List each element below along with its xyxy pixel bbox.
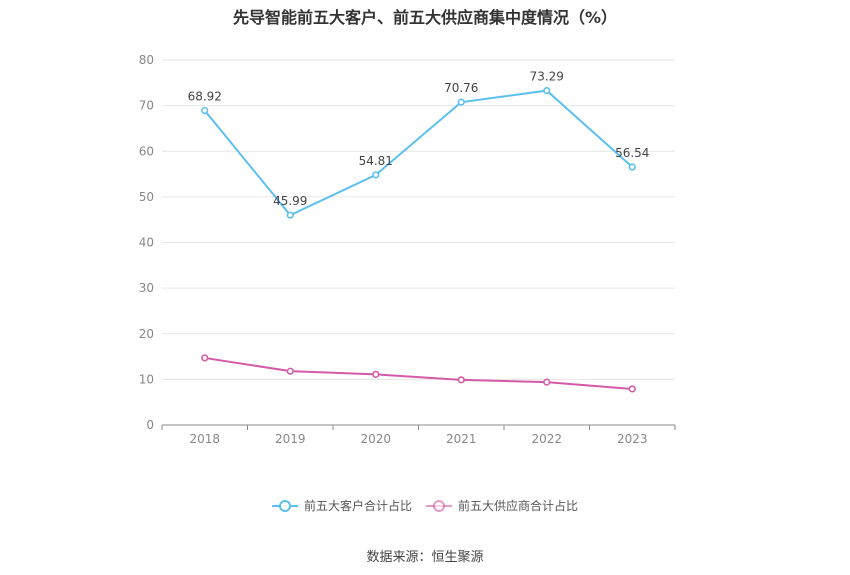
data-point-customers [372, 171, 380, 179]
data-point-suppliers [457, 376, 465, 384]
legend-label-customers: 前五大客户合计占比 [303, 499, 412, 513]
legend-item-suppliers[interactable]: 前五大供应商合计占比 [426, 497, 578, 514]
data-point-suppliers [286, 367, 294, 375]
y-tick-label: 20 [139, 327, 154, 341]
data-point-suppliers [628, 385, 636, 393]
y-tick-label: 50 [139, 190, 154, 204]
chart-title: 先导智能前五大客户、前五大供应商集中度情况（%） [232, 8, 618, 27]
x-tick-label: 2022 [531, 432, 562, 446]
x-tick-label: 2018 [189, 432, 220, 446]
y-tick-label: 10 [139, 372, 154, 386]
data-label: 70.76 [444, 81, 478, 95]
y-tick-label: 40 [139, 236, 154, 250]
data-point-suppliers [201, 354, 209, 362]
data-label: 54.81 [359, 154, 393, 168]
data-label: 73.29 [530, 70, 564, 84]
data-point-customers [628, 163, 636, 171]
y-tick-label: 70 [139, 99, 154, 113]
data-label: 68.92 [188, 90, 222, 104]
series-line-customers [203, 89, 633, 217]
data-point-customers [201, 106, 209, 115]
y-tick-label: 80 [139, 53, 154, 67]
y-tick-label: 0 [146, 418, 154, 432]
data-point-customers [286, 211, 294, 219]
data-label: 45.99 [273, 194, 307, 208]
data-point-suppliers [543, 378, 551, 386]
legend: 前五大客户合计占比 前五大供应商合计占比 [0, 497, 850, 514]
y-tick-label: 30 [139, 281, 154, 295]
data-point-customers [457, 98, 465, 106]
x-tick-label: 2023 [617, 432, 648, 446]
data-point-customers [543, 87, 551, 95]
legend-swatch-suppliers [426, 499, 452, 513]
y-tick-label: 60 [139, 144, 154, 158]
legend-swatch-customers [271, 499, 298, 513]
series-line-suppliers [204, 356, 633, 390]
x-tick-label: 2021 [446, 432, 477, 446]
x-tick-label: 2019 [275, 432, 306, 446]
data-label: 56.54 [615, 146, 649, 160]
data-point-suppliers [372, 370, 380, 378]
legend-label-suppliers: 前五大供应商合计占比 [458, 499, 579, 513]
data-source: 数据来源：恒生聚源 [366, 550, 484, 565]
x-tick-label: 2020 [360, 432, 391, 446]
legend-item-customers[interactable]: 前五大客户合计占比 [271, 497, 412, 514]
